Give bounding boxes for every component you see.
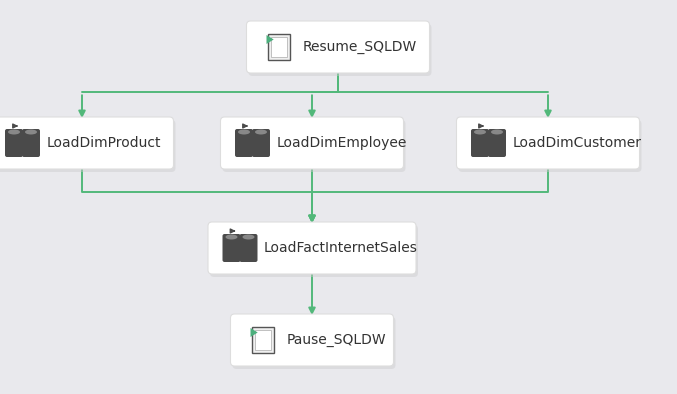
- FancyBboxPatch shape: [471, 129, 489, 157]
- FancyBboxPatch shape: [255, 330, 271, 350]
- FancyBboxPatch shape: [221, 117, 403, 169]
- FancyBboxPatch shape: [0, 117, 173, 169]
- Text: LoadDimEmployee: LoadDimEmployee: [276, 136, 407, 150]
- FancyBboxPatch shape: [22, 129, 40, 157]
- FancyBboxPatch shape: [252, 129, 270, 157]
- FancyBboxPatch shape: [230, 314, 393, 366]
- Ellipse shape: [25, 130, 37, 134]
- FancyBboxPatch shape: [223, 234, 240, 262]
- Text: Resume_SQLDW: Resume_SQLDW: [303, 40, 417, 54]
- FancyBboxPatch shape: [235, 129, 253, 157]
- FancyBboxPatch shape: [223, 120, 406, 172]
- FancyBboxPatch shape: [488, 129, 506, 157]
- Ellipse shape: [238, 130, 250, 134]
- Polygon shape: [267, 35, 274, 44]
- FancyBboxPatch shape: [240, 234, 257, 262]
- FancyBboxPatch shape: [456, 117, 640, 169]
- Ellipse shape: [242, 234, 255, 240]
- Text: LoadFactInternetSales: LoadFactInternetSales: [264, 241, 418, 255]
- Ellipse shape: [491, 130, 503, 134]
- FancyBboxPatch shape: [0, 120, 175, 172]
- FancyBboxPatch shape: [232, 317, 395, 369]
- FancyBboxPatch shape: [251, 327, 274, 353]
- Ellipse shape: [255, 130, 267, 134]
- Ellipse shape: [474, 130, 486, 134]
- FancyBboxPatch shape: [208, 222, 416, 274]
- FancyBboxPatch shape: [246, 21, 429, 73]
- Text: Pause_SQLDW: Pause_SQLDW: [286, 333, 386, 347]
- Polygon shape: [250, 328, 258, 337]
- FancyBboxPatch shape: [210, 225, 418, 277]
- Ellipse shape: [225, 234, 238, 240]
- Ellipse shape: [8, 130, 20, 134]
- FancyBboxPatch shape: [248, 24, 431, 76]
- FancyBboxPatch shape: [271, 37, 286, 57]
- Text: LoadDimProduct: LoadDimProduct: [47, 136, 161, 150]
- FancyBboxPatch shape: [458, 120, 642, 172]
- FancyBboxPatch shape: [267, 34, 290, 60]
- FancyBboxPatch shape: [5, 129, 23, 157]
- Text: LoadDimCustomer: LoadDimCustomer: [512, 136, 642, 150]
